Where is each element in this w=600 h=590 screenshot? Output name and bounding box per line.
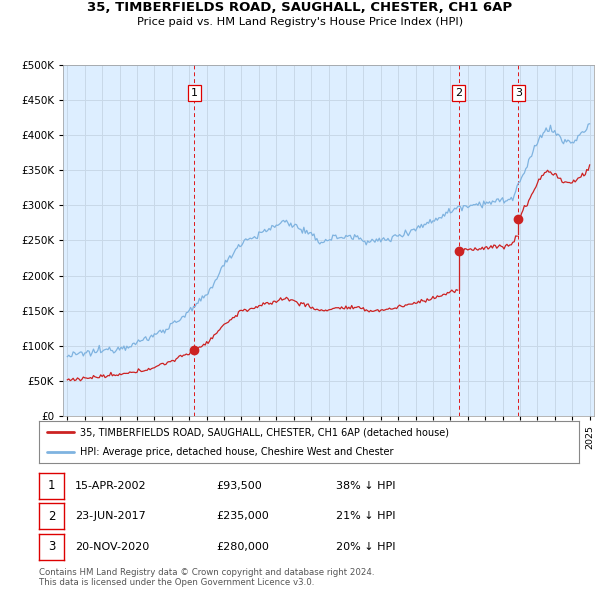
Text: 1: 1 [191,88,198,98]
Text: £93,500: £93,500 [216,481,262,490]
Text: 20-NOV-2020: 20-NOV-2020 [75,542,149,552]
Text: £280,000: £280,000 [216,542,269,552]
Text: 35, TIMBERFIELDS ROAD, SAUGHALL, CHESTER, CH1 6AP: 35, TIMBERFIELDS ROAD, SAUGHALL, CHESTER… [88,2,512,15]
Text: 38% ↓ HPI: 38% ↓ HPI [336,481,395,490]
Text: 2: 2 [455,88,462,98]
Text: HPI: Average price, detached house, Cheshire West and Chester: HPI: Average price, detached house, Ches… [79,447,393,457]
Text: Price paid vs. HM Land Registry's House Price Index (HPI): Price paid vs. HM Land Registry's House … [137,17,463,27]
Text: 3: 3 [515,88,522,98]
Text: 21% ↓ HPI: 21% ↓ HPI [336,512,395,521]
Text: 3: 3 [48,540,55,553]
Text: 23-JUN-2017: 23-JUN-2017 [75,512,146,521]
Text: Contains HM Land Registry data © Crown copyright and database right 2024.
This d: Contains HM Land Registry data © Crown c… [39,568,374,587]
Text: 15-APR-2002: 15-APR-2002 [75,481,146,490]
Text: 2: 2 [48,510,55,523]
Text: £235,000: £235,000 [216,512,269,521]
Text: 20% ↓ HPI: 20% ↓ HPI [336,542,395,552]
Text: 35, TIMBERFIELDS ROAD, SAUGHALL, CHESTER, CH1 6AP (detached house): 35, TIMBERFIELDS ROAD, SAUGHALL, CHESTER… [79,427,449,437]
Text: 1: 1 [48,479,55,492]
